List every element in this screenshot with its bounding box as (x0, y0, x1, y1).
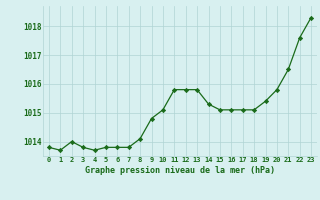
X-axis label: Graphe pression niveau de la mer (hPa): Graphe pression niveau de la mer (hPa) (85, 166, 275, 175)
